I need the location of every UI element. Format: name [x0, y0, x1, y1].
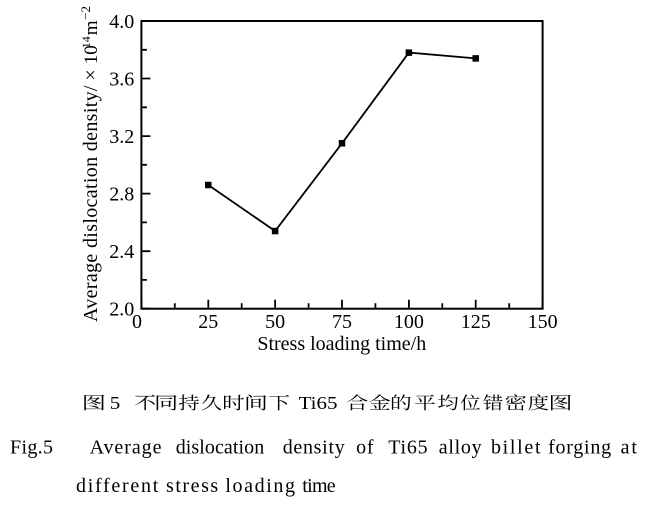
svg-text:10: 10	[81, 45, 102, 64]
svg-text:loading: loading	[225, 475, 295, 497]
svg-text:Average dislocation density/: Average dislocation density/	[80, 85, 102, 322]
svg-text:150: 150	[528, 311, 558, 333]
svg-text:Average: Average	[90, 437, 162, 459]
svg-text:3.6: 3.6	[109, 68, 134, 90]
svg-text:100: 100	[394, 311, 424, 333]
svg-text:forging: forging	[548, 437, 611, 459]
svg-text:stress: stress	[166, 475, 218, 497]
svg-text:3.2: 3.2	[109, 126, 134, 148]
svg-text:Fig.5: Fig.5	[10, 437, 53, 459]
svg-text:2.0: 2.0	[109, 299, 134, 321]
svg-text:of: of	[356, 437, 374, 459]
svg-text:different: different	[76, 475, 159, 497]
svg-text:125: 125	[461, 311, 491, 333]
svg-text:Ti65: Ti65	[388, 437, 427, 459]
svg-text:4.0: 4.0	[109, 11, 134, 33]
svg-text:5: 5	[110, 394, 121, 413]
svg-text:75: 75	[332, 311, 352, 333]
svg-text:2.4: 2.4	[109, 241, 134, 263]
svg-text:−2: −2	[78, 6, 93, 20]
svg-text:Ti65: Ti65	[299, 394, 338, 413]
svg-text:0: 0	[132, 311, 142, 333]
svg-text:14: 14	[79, 36, 93, 48]
svg-text:25: 25	[198, 311, 218, 333]
svg-text:Stress loading time/h: Stress loading time/h	[257, 333, 426, 355]
svg-text:2.8: 2.8	[109, 184, 134, 206]
svg-text:at: at	[621, 437, 638, 459]
svg-text:m: m	[81, 20, 102, 35]
svg-text:density: density	[283, 437, 345, 459]
svg-text:dislocation: dislocation	[176, 437, 265, 459]
svg-text:×: ×	[80, 69, 102, 80]
svg-text:50: 50	[265, 311, 285, 333]
svg-text:alloy: alloy	[439, 437, 482, 459]
svg-text:time: time	[302, 475, 336, 497]
